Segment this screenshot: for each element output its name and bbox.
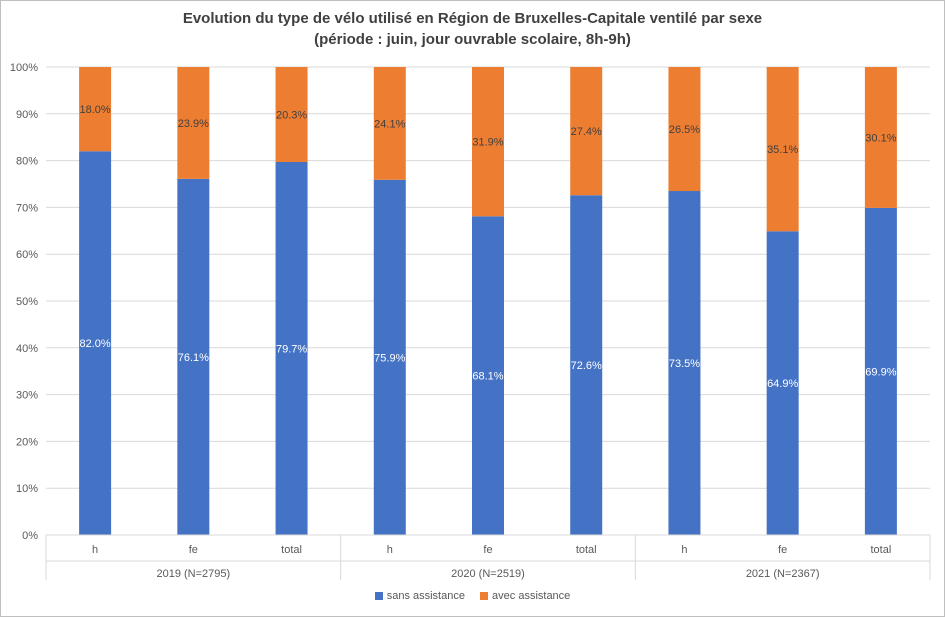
data-label-avec-assistance: 35.1% [767, 144, 798, 156]
chart-title-line2: (période : juin, jour ouvrable scolaire,… [314, 31, 631, 48]
y-tick-label: 50% [16, 296, 38, 308]
bar-sans-assistance [373, 179, 406, 535]
data-label-avec-assistance: 18.0% [80, 104, 111, 116]
bar-sans-assistance [79, 151, 112, 536]
bar-avec-assistance [472, 67, 504, 217]
y-tick-label: 20% [16, 436, 38, 448]
x-tick-label: total [576, 544, 597, 556]
bar-avec-assistance [766, 67, 799, 232]
legend-item-avec-assistance: avec assistance [480, 590, 570, 602]
bar-avec-assistance [864, 67, 897, 208]
data-label-sans-assistance: 82.0% [80, 338, 111, 350]
data-label-avec-assistance: 24.1% [374, 118, 405, 130]
x-tick-label: total [281, 544, 302, 556]
x-tick-label: h [681, 544, 687, 556]
x-tick-label: fe [189, 544, 198, 556]
data-label-avec-assistance: 27.4% [571, 126, 602, 138]
data-label-avec-assistance: 20.3% [276, 110, 307, 122]
bar-avec-assistance [373, 67, 406, 180]
x-tick-label: h [92, 544, 98, 556]
y-tick-label: 100% [10, 62, 38, 74]
data-label-avec-assistance: 23.9% [178, 118, 209, 130]
legend-label-avec-assistance: avec assistance [492, 590, 571, 602]
y-tick-label: 40% [16, 343, 38, 355]
legend-label-sans-assistance: sans assistance [386, 590, 465, 602]
bar-avec-assistance [79, 67, 112, 152]
bar-sans-assistance [177, 178, 210, 536]
bar-avec-assistance [570, 67, 603, 196]
data-label-sans-assistance: 69.9% [865, 366, 896, 378]
bar-avec-assistance [668, 67, 701, 192]
legend-item-sans-assistance: sans assistance [374, 590, 465, 602]
bar-sans-assistance [766, 231, 799, 535]
data-label-avec-assistance: 31.9% [472, 137, 503, 149]
data-label-sans-assistance: 68.1% [472, 371, 503, 383]
legend-swatch-avec-assistance [480, 592, 489, 600]
chart-title: Evolution du type de vélo utilisé en Rég… [0, 8, 945, 50]
x-tick-label: total [870, 544, 891, 556]
y-tick-label: 60% [16, 249, 38, 261]
bar-sans-assistance [275, 162, 308, 535]
y-tick-label: 30% [16, 390, 38, 402]
data-label-sans-assistance: 75.9% [374, 352, 405, 364]
x-tick-label: h [387, 544, 393, 556]
x-tick-label: fe [778, 544, 787, 556]
y-tick-label: 80% [16, 156, 38, 168]
bar-avec-assistance [177, 67, 210, 179]
data-label-sans-assistance: 64.9% [767, 378, 798, 390]
legend-swatch-sans-assistance [374, 592, 383, 600]
data-label-sans-assistance: 73.5% [669, 358, 700, 370]
data-label-sans-assistance: 79.7% [276, 344, 307, 356]
y-tick-label: 90% [16, 109, 38, 121]
legend: sans assistance avec assistance [0, 590, 945, 603]
x-tick-label: fe [483, 544, 492, 556]
y-tick-label: 10% [16, 483, 38, 495]
y-tick-label: 0% [22, 530, 38, 542]
chart-title-line1: Evolution du type de vélo utilisé en Rég… [182, 10, 763, 27]
y-tick-label: 70% [16, 202, 38, 214]
data-label-avec-assistance: 26.5% [669, 124, 700, 136]
bar-sans-assistance [472, 216, 504, 536]
group-label: 2019 (N=2795) [156, 568, 230, 580]
bar-sans-assistance [668, 191, 701, 535]
bar-sans-assistance [570, 195, 603, 535]
group-label: 2020 (N=2519) [451, 568, 525, 580]
data-label-avec-assistance: 30.1% [865, 132, 896, 144]
bar-avec-assistance [275, 67, 308, 163]
data-label-sans-assistance: 72.6% [571, 360, 602, 372]
data-label-sans-assistance: 76.1% [178, 352, 209, 364]
group-label: 2021 (N=2367) [746, 568, 820, 580]
bar-sans-assistance [864, 207, 897, 536]
